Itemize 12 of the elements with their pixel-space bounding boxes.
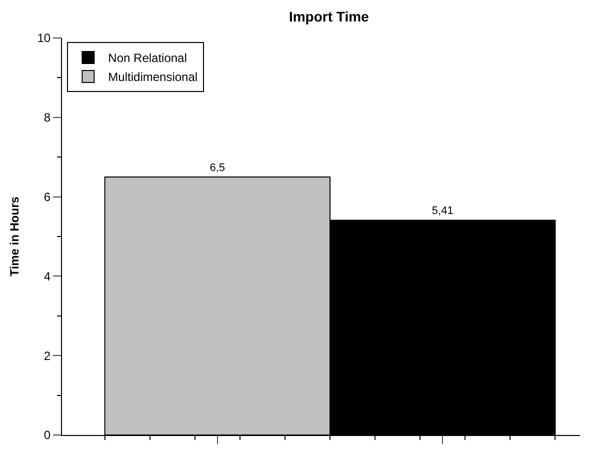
y-tick-label: 0 xyxy=(44,428,51,442)
y-axis-title: Time in Hours xyxy=(8,196,22,276)
y-tick-label: 8 xyxy=(44,110,51,125)
y-tick-label: 10 xyxy=(37,31,51,46)
y-tick-label: 6 xyxy=(44,190,51,204)
data-label: 5,41 xyxy=(432,205,454,218)
data-label: 6,5 xyxy=(210,162,226,174)
chart-title: Import Time xyxy=(288,8,370,25)
legend-label: Non Relational xyxy=(108,51,187,66)
legend-label: Multidimensional xyxy=(108,70,198,84)
y-tick-label: 2 xyxy=(44,348,51,363)
y-tick-label: 4 xyxy=(44,269,51,284)
